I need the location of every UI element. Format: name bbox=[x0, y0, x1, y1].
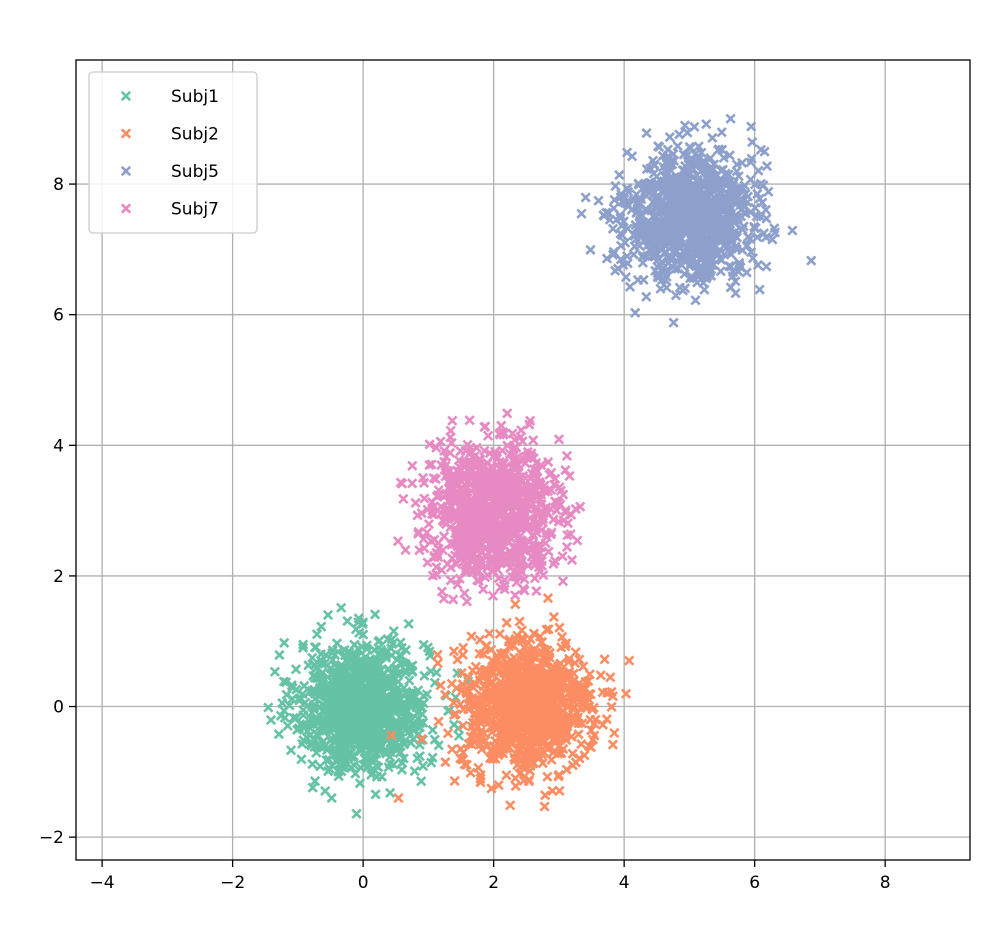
plot-frame bbox=[75, 59, 971, 861]
axis-ticks: −4 −2 0 2 4 6 8 −2 0 2 4 6 8 bbox=[39, 175, 891, 893]
x-tick-label: 4 bbox=[619, 873, 630, 893]
legend-marker bbox=[120, 203, 132, 214]
series-Subj2 bbox=[386, 592, 635, 812]
legend-label: Subj7 bbox=[171, 200, 219, 220]
legend-marker bbox=[120, 128, 132, 139]
data-points bbox=[263, 113, 817, 819]
scatter-markers bbox=[392, 408, 586, 607]
y-tick-label: −2 bbox=[39, 828, 64, 848]
legend: Subj1 Subj2 Subj5 Subj7 bbox=[88, 71, 258, 234]
y-tick-label: 6 bbox=[53, 306, 64, 326]
x-tick-label: 6 bbox=[749, 873, 760, 893]
y-tick-label: 4 bbox=[53, 436, 64, 456]
legend-label: Subj1 bbox=[171, 87, 219, 107]
scatter-markers bbox=[386, 592, 635, 812]
y-tick-label: 0 bbox=[53, 698, 64, 718]
scatter-markers bbox=[576, 113, 817, 328]
legend-label: Subj5 bbox=[171, 162, 219, 182]
x-tick-label: 0 bbox=[358, 873, 369, 893]
x-tick-label: −2 bbox=[220, 873, 245, 893]
series-Subj5 bbox=[576, 113, 817, 328]
legend-box bbox=[88, 71, 258, 234]
legend-marker bbox=[120, 90, 132, 102]
x-tick-label: 2 bbox=[488, 873, 499, 893]
series-Subj7 bbox=[392, 408, 586, 607]
y-tick-label: 2 bbox=[53, 567, 64, 587]
y-tick-label: 8 bbox=[53, 175, 64, 195]
x-tick-label: 8 bbox=[880, 873, 891, 893]
legend-label: Subj2 bbox=[171, 125, 219, 145]
legend-marker bbox=[120, 165, 132, 177]
x-tick-label: −4 bbox=[90, 873, 115, 893]
